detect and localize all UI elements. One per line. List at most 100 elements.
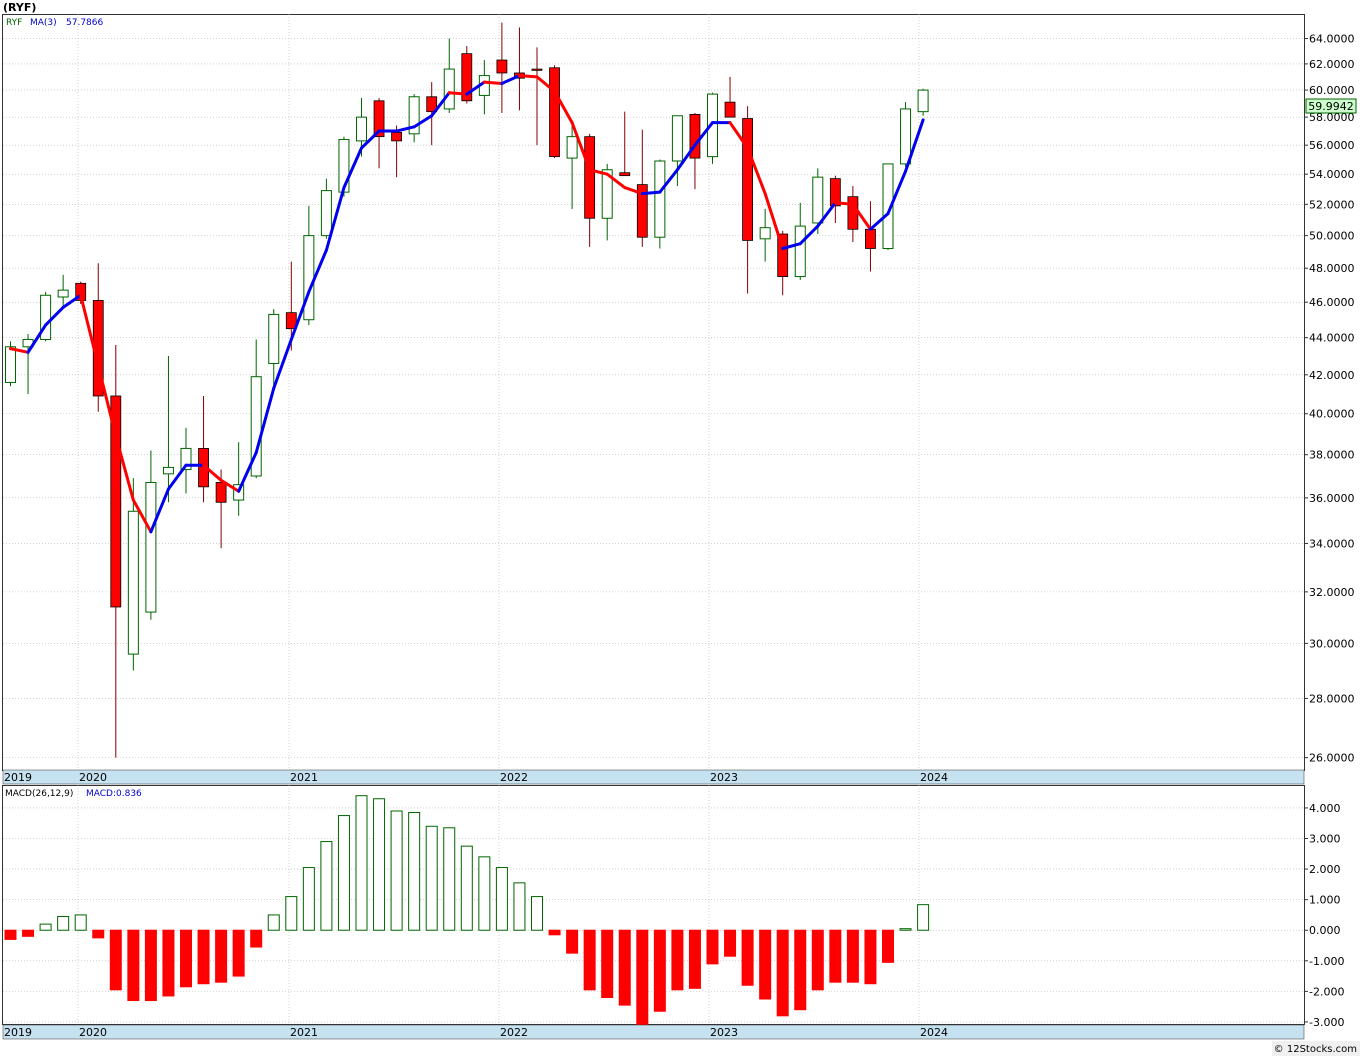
ma-segment [360,129,381,150]
ma-segment [254,386,276,455]
ma-segment [728,121,750,150]
candle-body [636,184,648,238]
candle-body [268,313,280,364]
macd-bar [811,929,824,991]
macd-bar [899,928,912,931]
ma-segment [500,74,521,85]
candle [549,65,560,159]
candle [777,230,789,296]
macd-bar [636,929,649,1026]
macd-date-strip [2,1024,1305,1040]
price-date-strip [2,769,1305,785]
macd-bar [917,904,930,931]
price-tick-label: 50.0000 [1309,230,1355,243]
macd-bar [583,929,596,991]
last-price-box [1305,98,1357,114]
ma-segment [693,121,714,147]
ma-segment [605,172,627,190]
macd-bars [4,795,930,1026]
candle [584,133,596,247]
macd-bar [197,929,210,985]
price-year-label: 2021 [290,771,318,784]
macd-bar [882,929,894,963]
candle-body [759,227,771,240]
candle-body [373,100,385,138]
price-year-labels: 2019 2020 2021 2022 2023 2024 [4,771,948,784]
price-year-label: 2022 [500,771,528,784]
candle [215,469,227,549]
price-tick-label: 32.0000 [1309,586,1355,599]
candle-body [391,132,403,142]
macd-bar [688,929,701,989]
price-panel [2,14,1305,771]
macd-bar [302,867,315,931]
price-tick-label: 58.0000 [1309,111,1355,124]
macd-bar [794,929,807,1011]
ma-segment [272,337,293,390]
ma-segment [517,74,539,79]
candle [671,115,683,187]
candle-body [654,160,666,238]
ma-segment [166,463,188,491]
candle-body [215,482,227,503]
candle-body [443,68,455,110]
macd-bar [408,812,421,931]
price-tick-label: 56.0000 [1309,139,1355,152]
ma-segment [868,212,890,231]
macd-bar [215,929,228,983]
macd-year-label: 2019 [4,1026,32,1039]
macd-bar [706,929,719,965]
candle-body [180,447,192,471]
price-tick-label: 64.0000 [1309,33,1355,46]
candle [443,38,455,114]
candle-body [865,228,876,249]
candle [110,344,122,758]
price-tick-label: 26.0000 [1309,752,1355,765]
candle [408,94,420,143]
ma-segment [61,293,83,309]
candle-body [127,510,139,655]
ma-segment [851,202,872,231]
macd-bar [22,929,35,937]
macd-bar [250,929,263,948]
candle-body [320,190,332,237]
price-tick-label: 34.0000 [1309,537,1355,550]
macd-bar [162,929,175,997]
ma-segment [131,498,153,534]
macd-bar [566,929,579,954]
ma-segment [833,201,855,206]
candle [689,113,701,190]
macd-tick-label: 4.000 [1309,802,1341,815]
candle-body [794,225,806,278]
candle [829,175,841,223]
ma-segment [9,347,30,354]
ma-label: MA(3) [30,18,57,28]
ma-segment [553,89,574,125]
ma-line [9,74,925,534]
ma-segment [904,118,925,173]
price-tick-label: 62.0000 [1309,58,1355,71]
macd-bar [776,929,789,1017]
ma-segment [412,114,434,129]
price-tick-label: 48.0000 [1309,262,1355,275]
watermark-bg [1272,1041,1360,1056]
ma-segment [219,478,241,493]
macd-bar [548,929,561,936]
candle-body [356,116,367,142]
candle-body [566,136,578,159]
macd-bar [57,915,70,931]
candle-body [303,235,315,321]
candle-body [5,346,16,383]
macd-bar [741,929,754,986]
price-tick-label: 52.0000 [1309,198,1355,211]
ma-segment [395,125,416,133]
ma-value: 57.7866 [66,18,103,28]
ma-segment [324,186,346,252]
candle [601,163,613,241]
macd-bar [653,929,666,1012]
macd-bar [724,929,737,957]
macd-bar [513,882,526,931]
candle-body [671,115,683,162]
candle-body [461,53,473,102]
candle [917,88,929,116]
